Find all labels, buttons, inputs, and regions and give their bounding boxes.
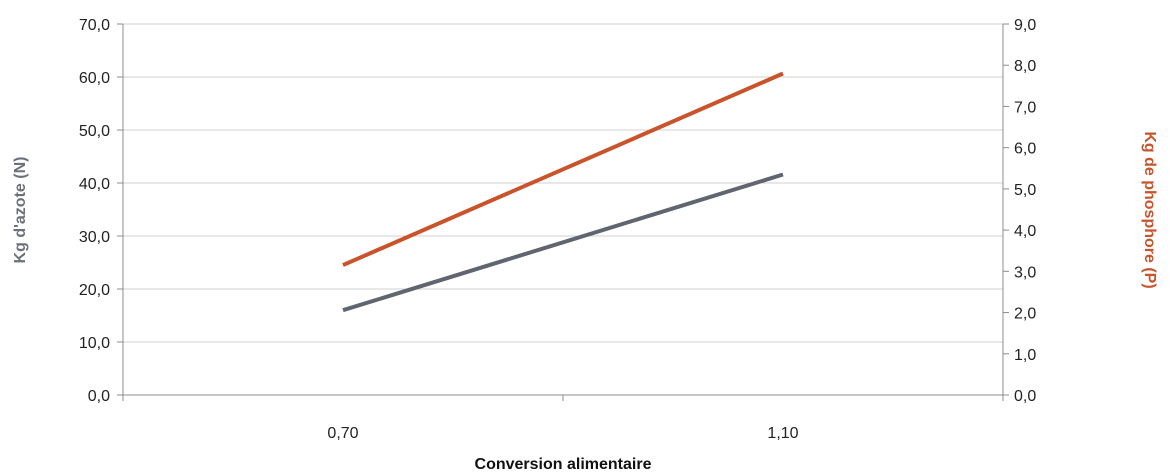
axes — [117, 23, 1009, 401]
gridlines — [123, 23, 1003, 343]
left-axis-title: Kg d'azote (N) — [12, 157, 29, 264]
left-tick-label: 60,0 — [79, 70, 110, 87]
left-tick-label: 50,0 — [79, 123, 110, 140]
left-tick-label: 0,0 — [88, 388, 110, 405]
left-tick-label: 40,0 — [79, 176, 110, 193]
right-tick-label: 4,0 — [1014, 223, 1036, 240]
x-tick-label: 1,10 — [767, 425, 798, 442]
x-axis-title: Conversion alimentaire — [475, 456, 652, 473]
left-tick-label: 20,0 — [79, 282, 110, 299]
right-tick-label: 3,0 — [1014, 264, 1036, 281]
right-tick-label: 8,0 — [1014, 58, 1036, 75]
right-tick-label: 0,0 — [1014, 388, 1036, 405]
left-tick-label: 30,0 — [79, 229, 110, 246]
right-tick-label: 9,0 — [1014, 17, 1036, 34]
right-axis-ticks: 0,0 1,0 2,0 3,0 4,0 5,0 6,0 7,0 8,0 9,0 — [1014, 17, 1036, 405]
series-line-azote — [342, 172, 784, 313]
right-tick-label: 7,0 — [1014, 99, 1036, 116]
right-tick-label: 6,0 — [1014, 141, 1036, 158]
right-axis-title: Kg de phosphore (P) — [1141, 131, 1158, 288]
x-tick-label: 0,70 — [327, 425, 358, 442]
x-axis-ticks: 0,70 1,10 — [327, 425, 798, 442]
series-line-phosphore — [342, 71, 784, 267]
series-lines — [342, 71, 784, 313]
right-tick-label: 5,0 — [1014, 182, 1036, 199]
right-tick-label: 1,0 — [1014, 347, 1036, 364]
left-axis-ticks: 0,0 10,0 20,0 30,0 40,0 50,0 60,0 70,0 — [79, 17, 110, 405]
right-tick-label: 2,0 — [1014, 306, 1036, 323]
left-tick-label: 10,0 — [79, 335, 110, 352]
left-tick-label: 70,0 — [79, 17, 110, 34]
